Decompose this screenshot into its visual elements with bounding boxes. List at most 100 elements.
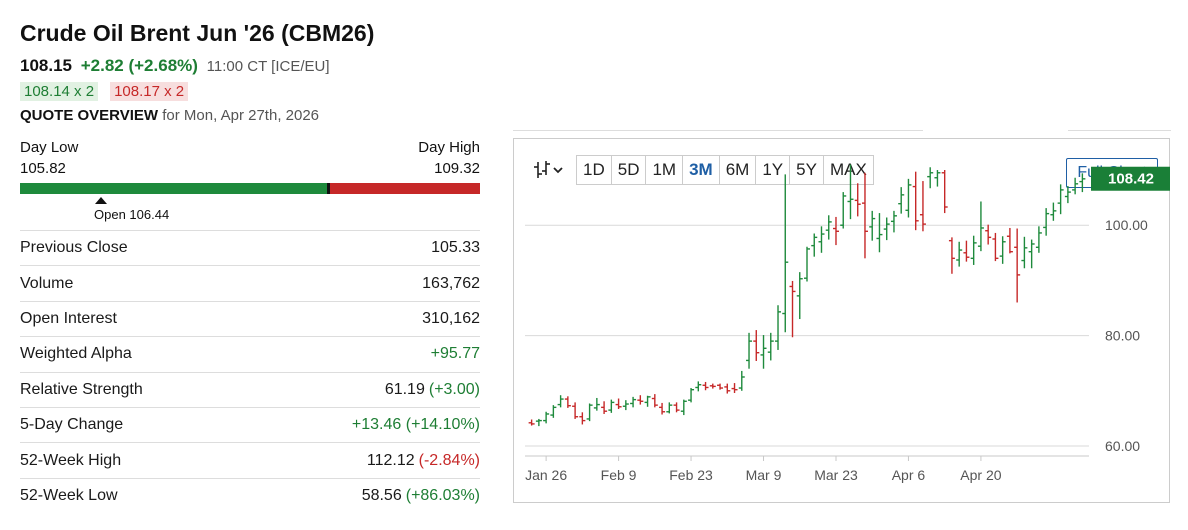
ohlc-bar: [673, 402, 680, 413]
range-button-1m[interactable]: 1M: [646, 155, 684, 185]
range-button-5d[interactable]: 5D: [611, 155, 647, 185]
day-high-value: 109.32: [434, 160, 480, 177]
ohlc-bar: [956, 241, 963, 267]
stat-value: 105.33: [431, 239, 480, 257]
ohlc-bar: [811, 233, 818, 257]
stat-value-group: +13.46 (+14.10%): [352, 416, 480, 434]
day-low-label: Day Low: [20, 139, 79, 156]
stat-row: Previous Close 105.33: [20, 230, 480, 265]
ohlc-bar: [622, 400, 629, 411]
quote-overview-date: for Mon, Apr 27th, 2026: [162, 107, 320, 124]
ohlc-bar: [1072, 177, 1079, 195]
stat-value-group: 310,162: [422, 310, 480, 328]
stat-change: (+3.00): [428, 380, 480, 398]
ohlc-bar: [767, 332, 774, 361]
stat-label: Volume: [20, 274, 74, 292]
range-button-6m[interactable]: 6M: [719, 155, 757, 185]
bid-ask: 108.14 x 2 108.17 x 2: [20, 82, 189, 101]
ohlc-bar: [963, 240, 970, 262]
ohlc-bar: [550, 405, 557, 418]
ohlc-bar: [861, 172, 868, 259]
ohlc-bar: [912, 171, 919, 231]
stat-label: 52-Week High: [20, 451, 122, 469]
x-tick-label: Apr 6: [892, 467, 926, 483]
ohlc-bar: [579, 412, 586, 425]
ohlc-bar: [970, 235, 977, 265]
ohlc-bar: [709, 383, 716, 389]
price-line: 108.15 +2.82 (+2.68%) 11:00 CT [ICE/EU]: [20, 56, 330, 76]
stat-value: 310,162: [422, 309, 480, 327]
y-tick-label: 60.00: [1105, 438, 1140, 454]
stat-label: Relative Strength: [20, 380, 143, 398]
divider: [513, 130, 923, 131]
ohlc-bar: [572, 402, 579, 419]
stat-value-group: 61.19 (+3.00): [385, 381, 480, 399]
ohlc-bar: [804, 246, 810, 282]
ohlc-bar: [796, 272, 803, 320]
ohlc-bar: [586, 403, 593, 422]
stat-change: (+86.03%): [405, 486, 480, 504]
ohlc-bar: [731, 383, 738, 393]
ohlc-bar: [528, 419, 535, 426]
ohlc-bar: [890, 210, 897, 233]
stat-label: Open Interest: [20, 309, 117, 327]
stat-row: Weighted Alpha +95.77: [20, 336, 480, 371]
stat-label: 52-Week Low: [20, 486, 118, 504]
ohlc-bar: [1043, 208, 1050, 236]
quote-overview-label: QUOTE OVERVIEW: [20, 107, 159, 124]
price-chart: 100.00 80.00 60.00 Jan 26 Feb 9 Feb 23 Mar 9 Ma…: [525, 164, 1170, 483]
y-tick-label: 80.00: [1105, 328, 1140, 344]
ohlc-bar: [898, 187, 905, 214]
ohlc-bar: [948, 237, 955, 274]
ohlc-bar: [977, 201, 984, 252]
chart-type-button[interactable]: [530, 155, 570, 185]
last-price-label: 108.42: [1108, 171, 1154, 188]
ohlc-bar: [869, 210, 876, 241]
ohlc-bar: [724, 383, 731, 394]
ohlc-bar: [680, 399, 687, 416]
ohlc-bar: [883, 217, 890, 241]
ohlc-bar: [782, 174, 789, 333]
ohlc-bar: [702, 381, 709, 391]
ohlc-bar: [832, 216, 839, 246]
ohlc-bar: [1057, 184, 1064, 215]
ohlc-bar: [644, 395, 651, 407]
ohlc-bar: [637, 395, 644, 405]
range-button-1y[interactable]: 1Y: [756, 155, 791, 185]
ohlc-bar: [905, 178, 912, 218]
stat-row: 52-Week Low 58.56 (+86.03%): [20, 477, 480, 513]
chart-toolbar: 1D 5D 1M 3M 6M 1Y 5Y MAX: [530, 155, 874, 185]
ohlc-bar: [992, 232, 999, 262]
stat-label: Previous Close: [20, 239, 128, 257]
ask-badge: 108.17 x 2: [110, 82, 189, 101]
range-button-3m[interactable]: 3M: [683, 155, 720, 185]
ohlc-bar: [738, 370, 745, 391]
ohlc-bar: [789, 280, 796, 338]
quote-overview-heading: QUOTE OVERVIEW for Mon, Apr 27th, 2026: [20, 107, 319, 124]
ohlc-bar: [1050, 202, 1057, 221]
x-tick-label: Apr 20: [960, 467, 1001, 483]
range-button-1d[interactable]: 1D: [576, 155, 612, 185]
range-button-5y[interactable]: 5Y: [790, 155, 824, 185]
ohlc-bar: [760, 335, 767, 369]
price-change: +2.82 (+2.68%): [80, 56, 198, 75]
day-range-bar: [20, 183, 480, 194]
ohlc-bar: [1079, 173, 1086, 193]
ohlc-bar: [666, 402, 673, 414]
x-tick-label: Mar 23: [814, 467, 858, 483]
stat-value: 163,762: [422, 274, 480, 292]
quote-time: 11:00 CT [ICE/EU]: [206, 58, 330, 75]
ohlc-bar: [927, 167, 934, 189]
ohlc-bar: [847, 164, 854, 220]
ohlc-bar: [717, 383, 724, 390]
stat-value: +13.46 (+14.10%): [351, 416, 480, 434]
day-range-low-segment: [20, 183, 327, 194]
stat-row: Volume 163,762: [20, 265, 480, 300]
day-range-high-segment: [330, 183, 480, 194]
ohlc-bar: [651, 394, 658, 408]
stat-row: 52-Week High 112.12 (-2.84%): [20, 442, 480, 477]
stat-value: 61.19: [384, 380, 425, 398]
ohlc-bar: [825, 215, 832, 240]
stat-value: +95.77: [430, 345, 480, 363]
chart-panel: [513, 138, 1170, 503]
